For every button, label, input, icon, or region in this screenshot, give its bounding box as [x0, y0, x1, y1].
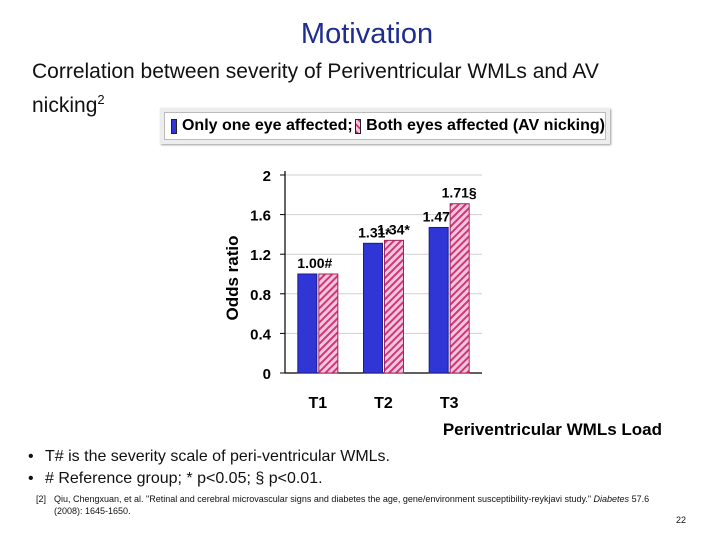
subtitle-text: Correlation between severity of Perivent… — [32, 60, 599, 117]
bullet-list: T# is the severity scale of peri-ventric… — [28, 446, 688, 490]
bullet-item: T# is the severity scale of peri-ventric… — [28, 446, 688, 468]
odds-ratio-figure: Only one eye affected; Both eyes affecte… — [160, 108, 610, 418]
reference-journal: Diabetes — [593, 494, 630, 504]
x-axis-label: Periventricular WMLs Load — [442, 420, 662, 439]
data-label-one-eye: 1.00# — [297, 255, 332, 271]
legend-label-both-eyes: Both eyes affected (AV nicking) — [366, 117, 605, 134]
bar-one-eye — [297, 273, 318, 374]
y-tick-label: 0.8 — [250, 287, 271, 304]
data-label-both-eyes: 1.34* — [377, 221, 410, 237]
bar-chart: Odds ratio 0 0.4 0.8 1.2 1.6 2 1.00# T1 1.31*1.3… — [223, 168, 482, 410]
bar-both-eyes — [384, 239, 404, 374]
chart-legend: Only one eye affected; Both eyes affecte… — [160, 108, 610, 144]
reference-pages: 57.6 (2008): 1645-1650. — [54, 494, 650, 516]
x-tick-label: T2 — [374, 395, 393, 410]
x-tick-label: T1 — [308, 395, 327, 410]
data-label-one-eye: 1.47§ — [423, 208, 458, 224]
y-tick-label: 2 — [263, 168, 271, 185]
slide-title: Motivation — [300, 18, 434, 50]
legend-swatch-both-eyes — [355, 118, 362, 134]
bar-both-eyes — [318, 273, 339, 374]
reference-text: Qiu, Chengxuan, et al. "Retinal and cere… — [54, 494, 592, 504]
data-label-both-eyes: 1.71§ — [442, 185, 477, 201]
reference-footnote: [2] Qiu, Chengxuan, et al. "Retinal and … — [36, 493, 656, 517]
legend-swatch-one-eye — [171, 118, 177, 134]
x-tick-label: T3 — [440, 395, 459, 410]
bar-both-eyes — [449, 203, 470, 374]
y-tick-label: 0 — [263, 366, 271, 383]
bar-one-eye — [428, 226, 449, 374]
slide-subtitle: Correlation between severity of Perivent… — [32, 58, 672, 120]
page-number: 22 — [676, 515, 687, 525]
bullet-item: # Reference group; * p<0.05; § p<0.01. — [28, 468, 688, 490]
y-axis-label: Odds ratio — [223, 235, 242, 320]
data-label-one-eye: 1.31* — [358, 224, 391, 240]
legend-label-one-eye: Only one eye affected; — [181, 117, 353, 134]
subtitle-citation-marker: 2 — [97, 92, 105, 107]
y-tick-label: 1.2 — [250, 247, 271, 264]
y-tick-label: 0.4 — [250, 326, 272, 343]
reference-number: [2] — [36, 494, 47, 504]
bar-one-eye — [363, 242, 383, 374]
y-tick-label: 1.6 — [250, 208, 271, 225]
